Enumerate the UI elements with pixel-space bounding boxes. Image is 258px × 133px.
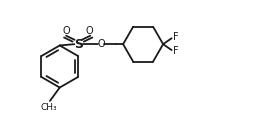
Text: F: F (173, 32, 179, 42)
Text: CH₃: CH₃ (41, 103, 58, 113)
Text: F: F (173, 46, 179, 56)
Text: O: O (98, 39, 105, 49)
Text: S: S (74, 38, 83, 51)
Text: O: O (63, 26, 70, 36)
Text: O: O (86, 26, 94, 36)
